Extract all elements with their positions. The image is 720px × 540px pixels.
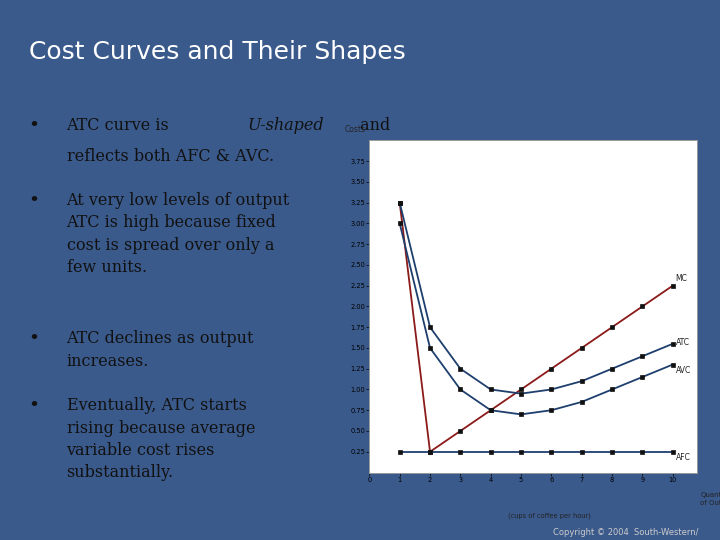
Text: MC: MC bbox=[676, 274, 688, 283]
Text: (cups of coffee per hour): (cups of coffee per hour) bbox=[508, 512, 591, 519]
Text: •: • bbox=[28, 192, 40, 210]
Text: •: • bbox=[28, 397, 40, 415]
Text: reflects both AFC & AVC.: reflects both AFC & AVC. bbox=[66, 148, 274, 165]
Text: and: and bbox=[355, 117, 390, 134]
Text: •: • bbox=[28, 117, 40, 135]
Text: ATC declines as output
increases.: ATC declines as output increases. bbox=[66, 330, 254, 369]
Text: •: • bbox=[28, 330, 40, 348]
Text: Eventually, ATC starts
rising because average
variable cost rises
substantially.: Eventually, ATC starts rising because av… bbox=[66, 397, 255, 481]
Text: Quantity
of Output: Quantity of Output bbox=[701, 492, 720, 506]
Text: At very low levels of output
ATC is high because fixed
cost is spread over only : At very low levels of output ATC is high… bbox=[66, 192, 289, 276]
Text: Copyright © 2004  South-Western/: Copyright © 2004 South-Western/ bbox=[553, 528, 698, 537]
Text: AVC: AVC bbox=[676, 366, 691, 375]
Text: U-shaped: U-shaped bbox=[247, 117, 324, 134]
Text: ATC: ATC bbox=[676, 339, 690, 347]
Text: Cost Curves and Their Shapes: Cost Curves and Their Shapes bbox=[29, 39, 405, 64]
Text: Costs: Costs bbox=[345, 125, 366, 134]
Text: AFC: AFC bbox=[676, 453, 690, 462]
Text: ATC curve is: ATC curve is bbox=[66, 117, 174, 134]
